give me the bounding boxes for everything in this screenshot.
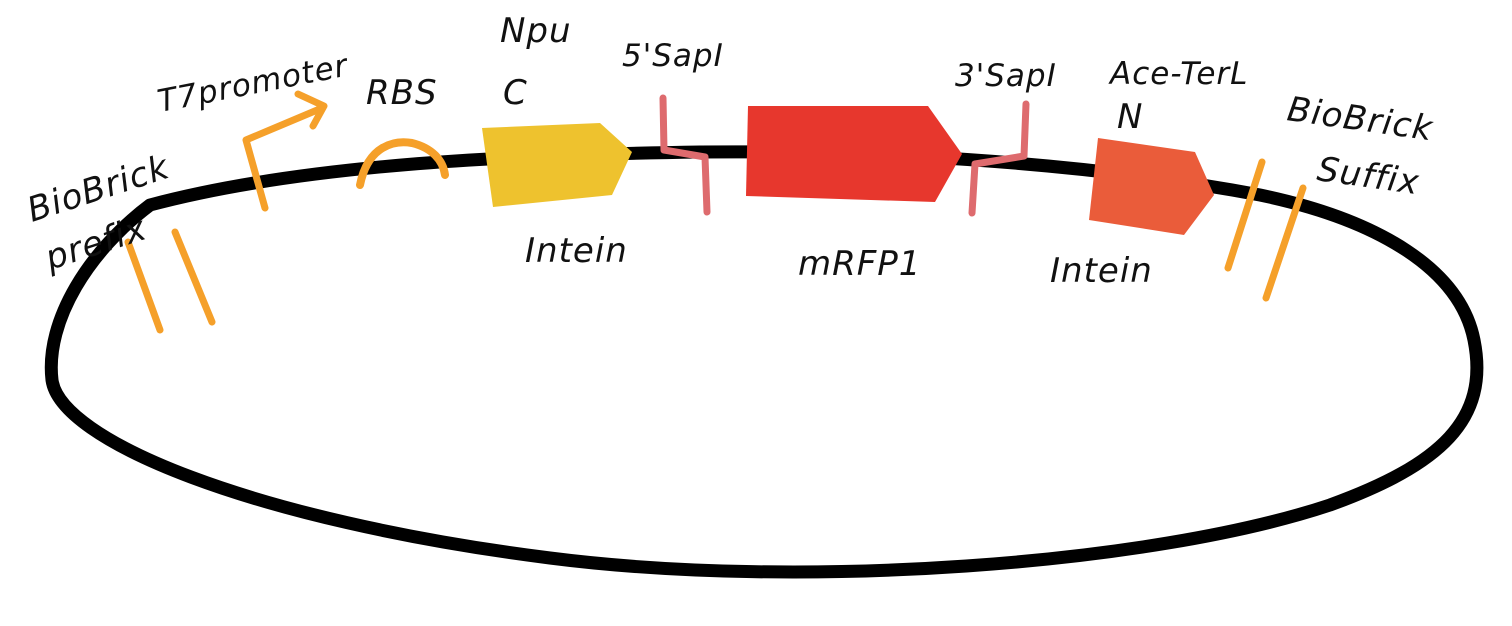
rbs-arc-icon bbox=[356, 138, 449, 189]
suffix-mark-1 bbox=[1224, 158, 1266, 272]
mrfp1-cds-arrow-icon bbox=[746, 106, 962, 202]
biobrick-prefix-icon bbox=[124, 228, 216, 334]
prefix-mark-2 bbox=[171, 228, 216, 326]
sapi-3-label: 3'SapI bbox=[955, 58, 1057, 94]
intein-n-cds-arrow-icon bbox=[1089, 138, 1214, 235]
sapi-3-site-icon bbox=[968, 100, 1030, 217]
ace-terl-n-label: N bbox=[1117, 97, 1143, 137]
sapi-5-site-icon bbox=[659, 94, 711, 216]
sapi-5-label: 5'SapI bbox=[622, 38, 724, 74]
biobrick-prefix-label-1: BioBrick bbox=[22, 147, 174, 230]
ace-terl-label: Ace-TerL bbox=[1108, 56, 1248, 92]
plasmid-backbone bbox=[44, 145, 1484, 579]
npu-c-label: C bbox=[503, 73, 528, 113]
intein-left-label: Intein bbox=[525, 231, 628, 271]
biobrick-suffix-label-2: Suffix bbox=[1315, 149, 1422, 203]
npu-label: Npu bbox=[500, 11, 572, 51]
mrfp1-label: mRFP1 bbox=[798, 244, 921, 284]
biobrick-suffix-icon bbox=[1224, 158, 1307, 302]
biobrick-suffix-label-1: BioBrick bbox=[1285, 89, 1436, 149]
rbs-label: RBS bbox=[366, 73, 438, 113]
intein-c-cds-arrow-icon bbox=[482, 123, 632, 207]
promoter-arrow-icon bbox=[242, 90, 328, 212]
intein-right-label: Intein bbox=[1050, 251, 1153, 291]
suffix-mark-2 bbox=[1262, 184, 1307, 302]
prefix-mark-1 bbox=[124, 238, 164, 334]
